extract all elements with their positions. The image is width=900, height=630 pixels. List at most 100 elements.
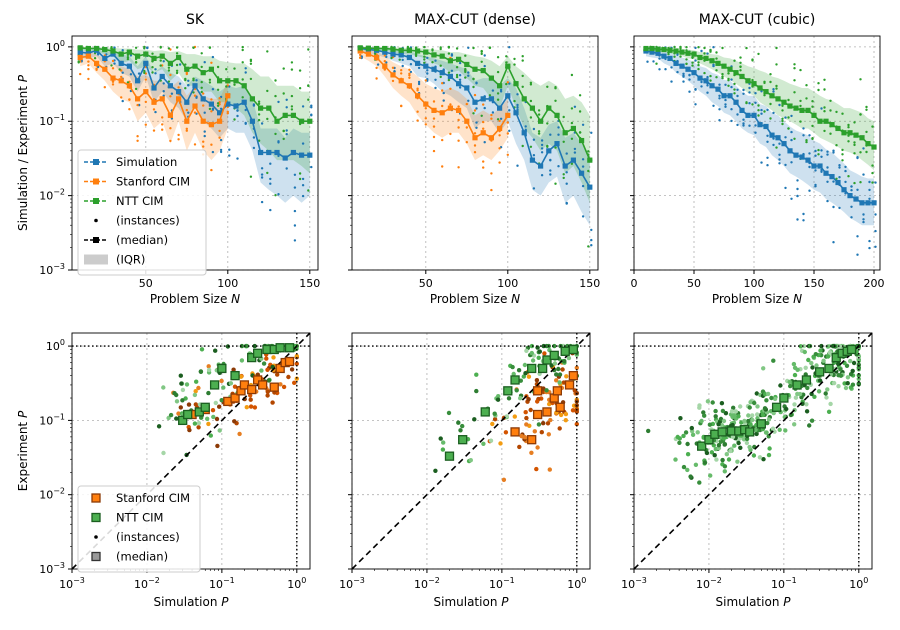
instance-point [458,74,462,77]
median-marker [704,435,714,445]
instance-point [754,101,757,105]
instance-point [202,140,205,143]
instance-point [293,239,297,242]
instance-point [799,120,802,123]
instance-point [526,374,532,379]
median-marker [709,58,715,64]
instance-point [856,376,861,382]
instance-point [458,428,463,433]
instance-point [793,137,796,140]
median-marker [497,125,503,132]
median-marker [118,60,124,66]
median-marker [102,66,108,72]
instance-point [510,364,515,370]
iqr-band-simulation [80,48,310,203]
instance-point [787,127,790,130]
instance-point [700,49,703,53]
instance-point [783,428,788,433]
median-marker [649,45,655,52]
instance-point [152,129,156,132]
instance-point [793,79,796,82]
instance-point [562,140,565,143]
instance-point [715,76,718,79]
instance-point [853,152,856,155]
instance-point [431,48,434,51]
instance-point [787,98,790,102]
instance-point [439,75,442,79]
legend-box [77,149,207,276]
instance-point [700,85,703,88]
median-marker [865,200,871,206]
median-marker [542,407,552,417]
instance-point [745,46,748,50]
instance-point [128,108,131,111]
median-marker [415,48,421,54]
median-marker [230,393,240,403]
median-marker [510,375,520,385]
median-marker [587,184,593,190]
instance-point [111,59,115,63]
instance-point [206,364,211,369]
instance-point [210,110,213,113]
instance-point [524,125,527,128]
median-marker [549,350,559,361]
instance-point [177,86,180,89]
instance-point [522,362,528,368]
instance-point [813,352,818,357]
instance-point [193,389,198,394]
instance-point [545,421,551,426]
median-marker [579,170,585,176]
instance-point [301,105,305,108]
instance-point [658,68,661,71]
instance-point [540,147,544,150]
instance-point [184,78,187,82]
instance-point [862,220,865,224]
instance-point [93,57,97,60]
instance-point [769,117,772,120]
instance-point [516,164,519,167]
median-marker [390,46,396,52]
median-marker [751,81,757,87]
instance-point [282,137,285,141]
median-marker [685,50,691,56]
instance-point [278,382,283,387]
instance-point [237,431,242,437]
instance-point [523,371,528,376]
median-marker [505,63,511,69]
median-marker [721,93,727,99]
instance-point [225,85,228,88]
instance-point [210,61,213,64]
instance-point [261,361,267,366]
median-marker [249,96,255,102]
median-marker [178,415,188,426]
instance-point [801,343,807,349]
instance-point [537,130,541,133]
instance-point [455,47,459,50]
instance-point [307,189,310,192]
legend-bottom: Stanford CIM NTT CIM (instances) (median) [77,485,201,573]
instance-point [853,143,856,147]
instance-point [208,78,212,82]
median-marker [167,60,173,66]
median-marker [390,51,396,57]
instance-point [739,69,742,72]
instance-point [697,67,700,71]
instance-point [652,60,655,63]
legend-label: (instances) [116,530,180,544]
instance-point [219,138,223,142]
instance-point [136,135,139,138]
instance-point [516,106,519,109]
instance-point [570,408,576,413]
instance-point [264,356,269,361]
median-marker [538,118,544,124]
median-marker [763,89,769,95]
instance-point [475,81,478,84]
instance-point [449,87,452,91]
instance-point [467,71,470,74]
instance-point [574,421,579,427]
median-marker [697,54,703,61]
x-tick-label: 10−1 [209,576,235,591]
instance-point [537,113,541,116]
instance-point [432,117,436,120]
instance-point [710,400,715,405]
